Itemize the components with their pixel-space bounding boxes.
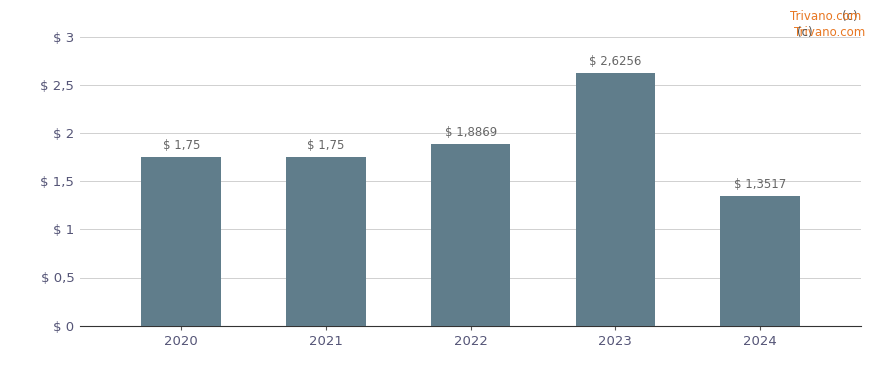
Text: $ 1,75: $ 1,75	[163, 139, 200, 152]
Text: (c): (c)	[842, 10, 861, 23]
Text: Trivano.com: Trivano.com	[794, 26, 865, 39]
Bar	[141, 157, 221, 326]
Bar	[575, 73, 655, 326]
Text: $ 1,75: $ 1,75	[307, 139, 345, 152]
Text: $ 2,6256: $ 2,6256	[589, 55, 641, 68]
Text: (c): (c)	[797, 26, 816, 39]
Bar	[720, 196, 800, 326]
Bar	[286, 157, 366, 326]
Text: Trivano.com: Trivano.com	[790, 10, 861, 23]
Bar	[431, 144, 511, 326]
Text: $ 1,8869: $ 1,8869	[445, 126, 496, 139]
Text: $ 1,3517: $ 1,3517	[734, 178, 786, 191]
